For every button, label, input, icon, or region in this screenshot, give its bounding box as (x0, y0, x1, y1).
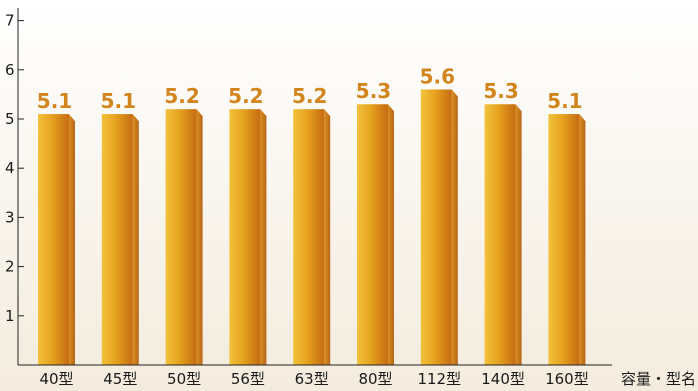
x-axis-categories: 40型 45型 50型 56型 63型 80型 112型 140型 160型 (39, 370, 588, 388)
x-category-label: 112型 (417, 370, 461, 388)
bar-value-label: 5.1 (37, 89, 72, 113)
bar (484, 104, 522, 366)
x-category-label: 80型 (358, 370, 392, 388)
bar (165, 109, 203, 365)
bar (548, 114, 586, 365)
y-tick-label: 6 (5, 61, 15, 79)
bar-front (229, 109, 261, 365)
bar-value-label: 5.3 (356, 79, 391, 103)
x-category-label: 160型 (545, 370, 589, 388)
bar (229, 109, 267, 365)
bar-value-label: 5.1 (101, 89, 136, 113)
bar-front (101, 114, 133, 365)
bar (293, 109, 331, 365)
x-category-label: 140型 (481, 370, 525, 388)
bar-front (293, 109, 325, 365)
bar-side (69, 114, 75, 365)
value-labels-layer: 5.1 5.1 5.2 5.2 5.2 5.3 5.6 5.3 5.1 (37, 64, 583, 113)
bar-value-label: 5.2 (164, 84, 199, 108)
y-axis-ticks: 1 2 3 4 5 6 7 (5, 12, 24, 325)
y-tick-label: 2 (5, 258, 15, 276)
bar-side (451, 89, 458, 365)
bar (420, 89, 458, 365)
bar-front (165, 109, 197, 365)
bar-side (388, 104, 394, 366)
bar-value-label: 5.2 (228, 84, 263, 108)
bar-front (420, 89, 452, 365)
y-tick-label: 4 (5, 159, 15, 177)
bar-side (324, 109, 331, 365)
x-category-label: 40型 (39, 370, 73, 388)
bar-front (548, 114, 580, 365)
bar (38, 114, 75, 365)
bar (357, 104, 394, 366)
bar-front (357, 104, 388, 366)
bar (101, 114, 139, 365)
bar-side (260, 109, 267, 365)
x-category-label: 56型 (231, 370, 265, 388)
bars-layer (38, 89, 586, 366)
bar-value-label: 5.1 (547, 89, 582, 113)
bar-front (484, 104, 516, 366)
x-category-label: 50型 (167, 370, 201, 388)
y-tick-label: 5 (5, 110, 15, 128)
bar-value-label: 5.3 (483, 79, 518, 103)
bar-value-label: 5.2 (292, 84, 327, 108)
y-tick-label: 7 (5, 12, 15, 30)
y-tick-label: 3 (5, 208, 15, 226)
x-axis-label: 容量・型名 (621, 370, 696, 388)
bar-front (38, 114, 69, 365)
bar-side (579, 114, 586, 365)
x-category-label: 63型 (295, 370, 329, 388)
bar-side (515, 104, 522, 366)
bar-side (196, 109, 203, 365)
x-category-label: 45型 (103, 370, 137, 388)
y-tick-label: 1 (5, 307, 15, 325)
bar-value-label: 5.6 (420, 64, 455, 88)
bar-side (132, 114, 139, 365)
